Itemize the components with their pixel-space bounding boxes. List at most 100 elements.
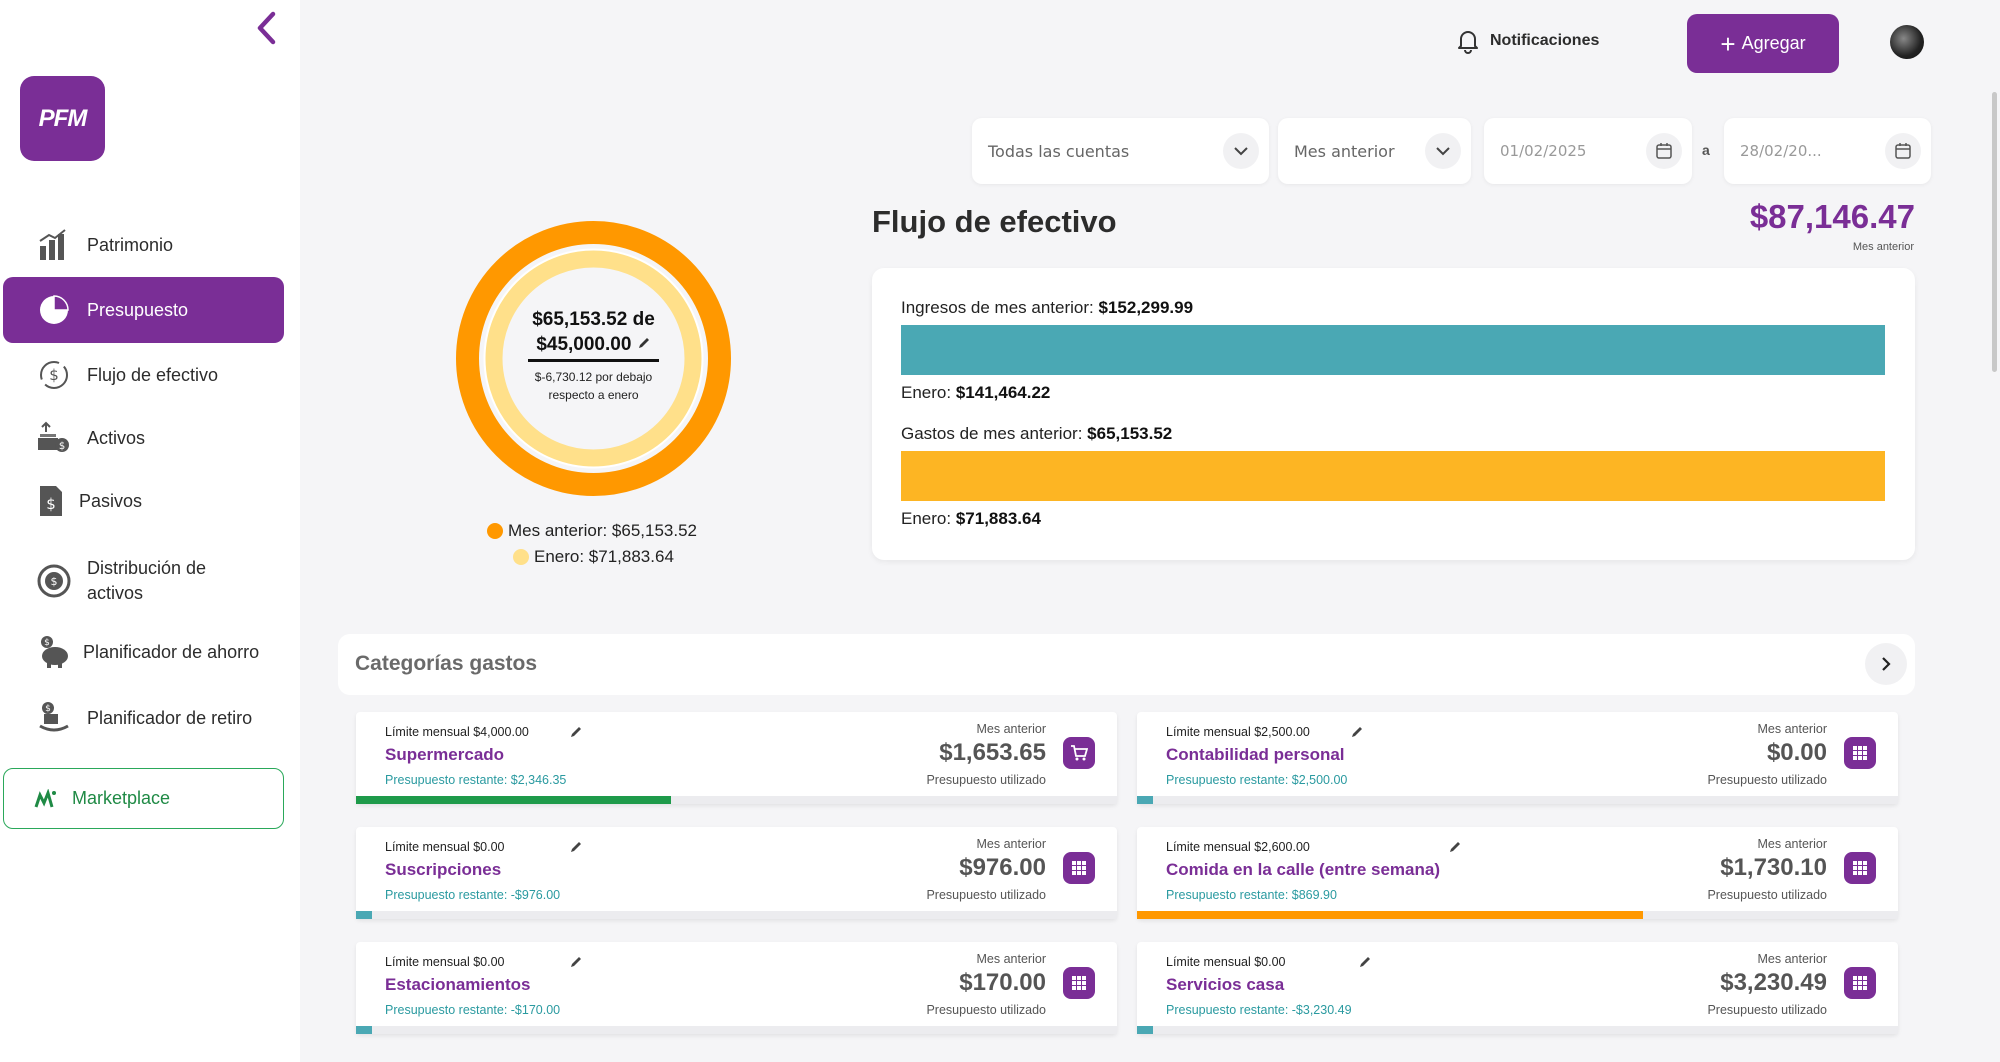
expense-bar <box>901 451 1885 501</box>
category-used-label: Presupuesto utilizado <box>926 888 1046 902</box>
grid-icon[interactable] <box>1844 852 1876 884</box>
add-button[interactable]: + Agregar <box>1687 14 1839 73</box>
period-select-value: Mes anterior <box>1294 141 1395 161</box>
sidebar-item-flujo[interactable]: $ Flujo de efectivo <box>3 342 284 408</box>
grid-icon[interactable] <box>1844 737 1876 769</box>
accounts-select[interactable]: Todas las cuentas <box>972 118 1269 184</box>
collapse-sidebar-button[interactable] <box>248 8 284 48</box>
expense-prev-line: Enero: $71,883.64 <box>901 509 1041 529</box>
category-card[interactable]: Límite mensual $0.00 Estacionamientos Pr… <box>356 942 1117 1034</box>
date-from-value: 01/02/2025 <box>1500 142 1587 160</box>
category-value: $1,653.65 <box>939 739 1046 766</box>
category-value: $170.00 <box>959 969 1046 996</box>
sidebar: PFM Patrimonio Presupuesto $ Flujo de ef… <box>0 0 300 1062</box>
budget-delta-ref: respecto a enero <box>548 388 639 402</box>
pencil-icon[interactable] <box>569 955 583 969</box>
category-name[interactable]: Contabilidad personal <box>1166 745 1345 764</box>
category-remaining: Presupuesto restante: $2,500.00 <box>1166 773 1348 787</box>
date-to-input[interactable]: 28/02/20... <box>1724 118 1931 184</box>
chevron-down-icon <box>1425 133 1461 169</box>
sidebar-item-label: Patrimonio <box>87 234 174 255</box>
category-name[interactable]: Estacionamientos <box>385 975 531 994</box>
expense-label: Gastos de mes anterior: <box>901 424 1083 443</box>
donut-outer-ring <box>456 221 731 496</box>
category-name[interactable]: Supermercado <box>385 745 505 764</box>
categories-next-button[interactable] <box>1865 643 1907 685</box>
pencil-icon[interactable] <box>569 840 583 854</box>
sidebar-item-patrimonio[interactable]: Patrimonio <box>3 212 284 278</box>
sidebar-item-activos[interactable]: $ Activos <box>3 405 284 471</box>
app-logo[interactable]: PFM <box>20 76 105 161</box>
distribution-icon: $ <box>33 560 75 602</box>
income-label: Ingresos de mes anterior: <box>901 298 1094 317</box>
avatar[interactable] <box>1890 25 1924 59</box>
sidebar-item-retiro[interactable]: $ Planificador de retiro <box>3 685 284 751</box>
notifications-button[interactable]: Notificaciones <box>1456 28 1599 54</box>
svg-text:$: $ <box>51 575 58 588</box>
pencil-icon[interactable] <box>569 725 583 739</box>
chevron-down-icon <box>1223 133 1259 169</box>
category-limit: Límite mensual $4,000.00 <box>385 725 529 739</box>
grid-icon[interactable] <box>1063 852 1095 884</box>
category-period-label: Mes anterior <box>976 952 1046 966</box>
grid-icon[interactable] <box>1063 967 1095 999</box>
budget-limit-value: $45,000.00 <box>536 334 632 355</box>
budget-delta: $-6,730.12 por debajo <box>534 370 653 384</box>
category-progress-track <box>356 911 1117 919</box>
category-limit: Límite mensual $2,600.00 <box>1166 840 1310 854</box>
category-limit: Límite mensual $0.00 <box>385 955 505 969</box>
page-scrollbar[interactable] <box>1992 92 1997 372</box>
category-limit: Límite mensual $0.00 <box>385 840 505 854</box>
sidebar-item-presupuesto[interactable]: Presupuesto <box>3 277 284 343</box>
legend-label: Mes anterior: $65,153.52 <box>508 521 698 540</box>
date-from-input[interactable]: 01/02/2025 <box>1484 118 1692 184</box>
cashflow-amount: $87,146.47 <box>1749 198 1915 235</box>
category-card[interactable]: Límite mensual $0.00 Servicios casa Pres… <box>1137 942 1898 1034</box>
shopping-cart-icon[interactable] <box>1063 737 1095 769</box>
category-period-label: Mes anterior <box>1757 837 1827 851</box>
chevron-right-icon <box>1882 657 1891 671</box>
category-remaining: Presupuesto restante: $2,346.35 <box>385 773 567 787</box>
category-name[interactable]: Servicios casa <box>1166 975 1285 994</box>
category-limit: Límite mensual $0.00 <box>1166 955 1286 969</box>
category-name[interactable]: Suscripciones <box>385 860 502 879</box>
marketplace-button[interactable]: Marketplace <box>3 768 284 829</box>
category-period-label: Mes anterior <box>976 722 1046 736</box>
category-card[interactable]: Límite mensual $0.00 Suscripciones Presu… <box>356 827 1117 919</box>
sidebar-item-ahorro[interactable]: $ Planificador de ahorro <box>3 619 284 685</box>
sidebar-item-label: Activos <box>87 427 146 448</box>
legend-dot <box>487 523 503 539</box>
category-card[interactable]: Límite mensual $2,500.00 Contabilidad pe… <box>1137 712 1898 804</box>
plus-icon: + <box>1720 28 1736 59</box>
legend-item: Mes anterior: $65,153.52 <box>487 518 697 544</box>
income-prev-line: Enero: $141,464.22 <box>901 383 1050 403</box>
sidebar-item-distribucion[interactable]: $ Distribución de activos <box>3 543 284 619</box>
svg-text:$: $ <box>59 441 65 452</box>
sidebar-item-label: Planificador de retiro <box>87 707 253 728</box>
budget-limit[interactable]: $45,000.00 <box>528 334 659 362</box>
cashflow-card: Ingresos de mes anterior: $152,299.99 En… <box>872 268 1915 560</box>
category-used-label: Presupuesto utilizado <box>926 1003 1046 1017</box>
category-card[interactable]: Límite mensual $4,000.00 Supermercado Pr… <box>356 712 1117 804</box>
pencil-icon[interactable] <box>1358 955 1372 969</box>
category-progress-fill <box>1137 1026 1153 1034</box>
grid-icon[interactable] <box>1844 967 1876 999</box>
category-card[interactable]: Límite mensual $2,600.00 Comida en la ca… <box>1137 827 1898 919</box>
category-name[interactable]: Comida en la calle (entre semana) <box>1166 860 1440 879</box>
pencil-icon[interactable] <box>1448 840 1462 854</box>
category-period-label: Mes anterior <box>976 837 1046 851</box>
bar-chart-icon <box>33 224 75 266</box>
category-limit: Límite mensual $2,500.00 <box>1166 725 1310 739</box>
period-select[interactable]: Mes anterior <box>1278 118 1471 184</box>
pencil-icon[interactable] <box>1350 725 1364 739</box>
date-to-value: 28/02/20... <box>1740 142 1822 160</box>
category-value: $0.00 <box>1766 739 1827 766</box>
category-value: $3,230.49 <box>1720 969 1827 996</box>
cashflow-amount-sub: Mes anterior <box>1852 241 1914 253</box>
svg-text:$: $ <box>49 366 59 384</box>
sidebar-item-pasivos[interactable]: $ Pasivos <box>3 468 284 534</box>
sidebar-item-label: Flujo de efectivo <box>87 364 219 385</box>
date-range-separator: a <box>1702 142 1710 158</box>
svg-text:$: $ <box>44 638 50 648</box>
sidebar-item-label: Planificador de ahorro <box>83 641 260 662</box>
